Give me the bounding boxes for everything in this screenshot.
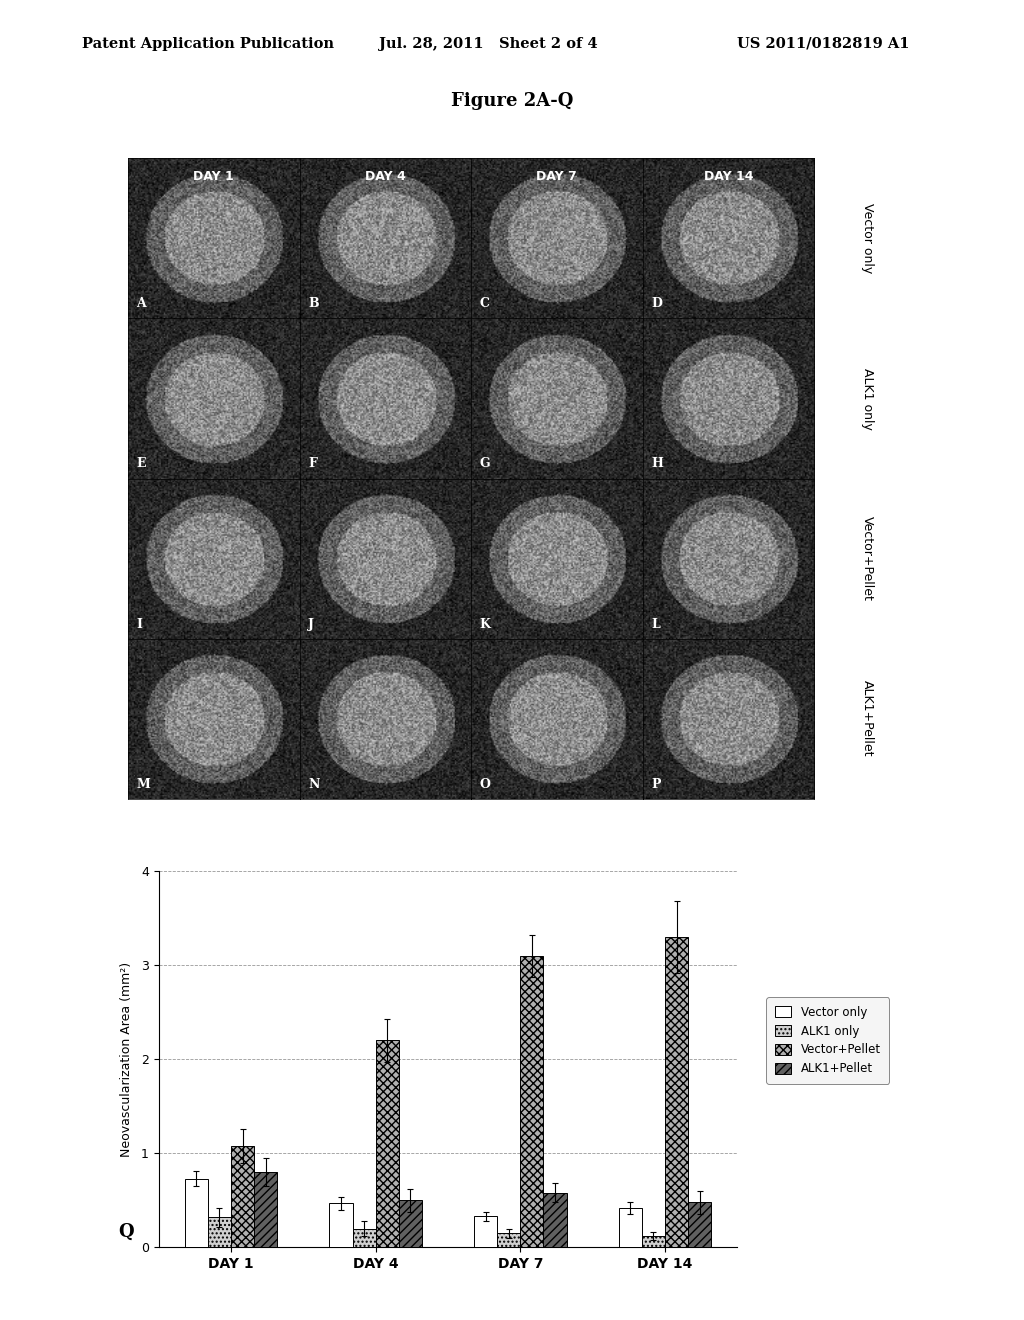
Y-axis label: Neovascularization Area (mm²): Neovascularization Area (mm²) — [120, 962, 133, 1156]
Text: Figure 2A-Q: Figure 2A-Q — [451, 92, 573, 111]
Text: C: C — [479, 297, 489, 310]
Text: D: D — [651, 297, 662, 310]
Text: DAY 14: DAY 14 — [703, 169, 753, 182]
Bar — [642, 1236, 665, 1247]
Bar — [398, 1200, 422, 1247]
Text: P: P — [651, 777, 660, 791]
Text: K: K — [479, 618, 490, 631]
Text: J: J — [308, 618, 314, 631]
Text: ALK1 only: ALK1 only — [861, 367, 873, 429]
Bar — [254, 1172, 278, 1247]
Bar — [376, 1040, 398, 1247]
Text: N: N — [308, 777, 319, 791]
Bar — [520, 956, 544, 1247]
Text: O: O — [479, 777, 490, 791]
Legend: Vector only, ALK1 only, Vector+Pellet, ALK1+Pellet: Vector only, ALK1 only, Vector+Pellet, A… — [766, 998, 889, 1084]
Text: Vector+Pellet: Vector+Pellet — [861, 516, 873, 601]
Text: DAY 4: DAY 4 — [365, 169, 406, 182]
Text: F: F — [308, 458, 317, 470]
Bar — [665, 937, 688, 1247]
Text: A: A — [136, 297, 146, 310]
Bar — [330, 1204, 352, 1247]
Bar — [498, 1233, 520, 1247]
Bar — [184, 1179, 208, 1247]
Text: US 2011/0182819 A1: US 2011/0182819 A1 — [737, 37, 909, 51]
Text: L: L — [651, 618, 659, 631]
Text: Vector only: Vector only — [861, 203, 873, 273]
Text: DAY 1: DAY 1 — [194, 169, 234, 182]
Text: H: H — [651, 458, 663, 470]
Text: I: I — [136, 618, 142, 631]
Text: E: E — [136, 458, 146, 470]
Bar — [352, 1229, 376, 1247]
Text: Jul. 28, 2011   Sheet 2 of 4: Jul. 28, 2011 Sheet 2 of 4 — [379, 37, 598, 51]
Bar — [688, 1203, 712, 1247]
Bar — [231, 1146, 254, 1247]
Text: Q: Q — [118, 1222, 133, 1241]
Text: ALK1+Pellet: ALK1+Pellet — [861, 680, 873, 756]
Bar — [208, 1217, 231, 1247]
Bar — [474, 1216, 498, 1247]
Text: Patent Application Publication: Patent Application Publication — [82, 37, 334, 51]
Bar — [544, 1193, 566, 1247]
Text: G: G — [479, 458, 490, 470]
Text: M: M — [136, 777, 151, 791]
Bar — [618, 1208, 642, 1247]
Text: B: B — [308, 297, 318, 310]
Text: DAY 7: DAY 7 — [537, 169, 578, 182]
